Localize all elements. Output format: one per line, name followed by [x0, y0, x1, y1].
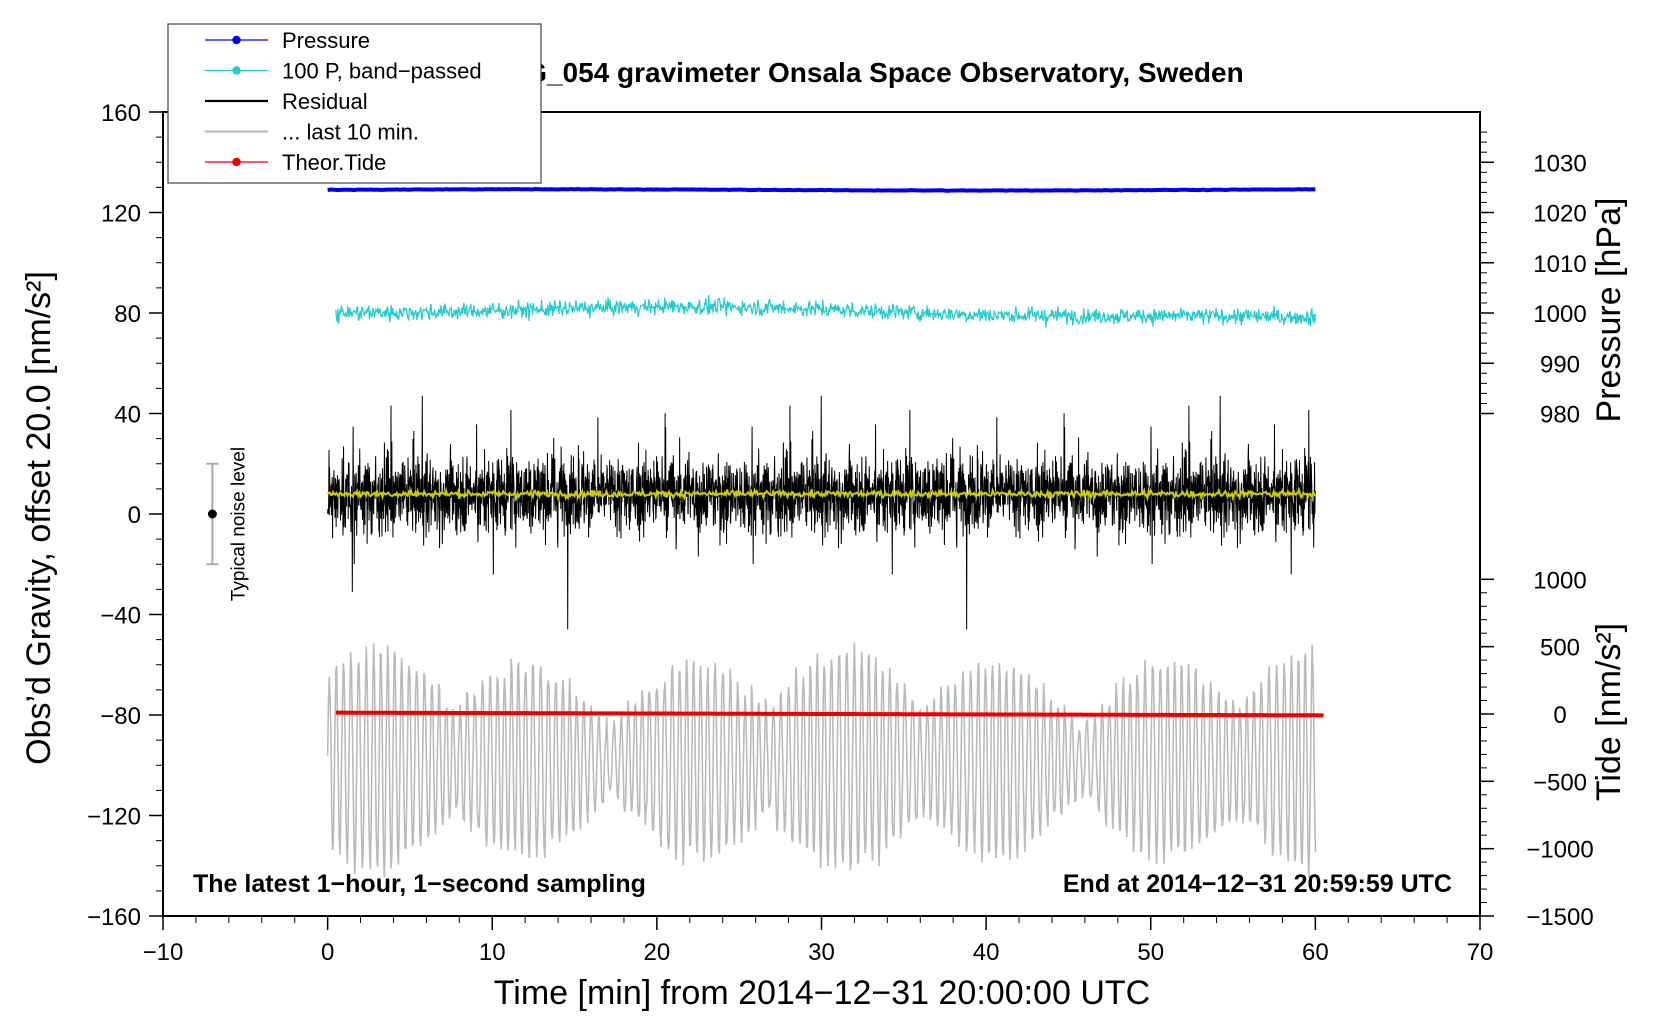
series-pressure	[327, 186, 1316, 193]
pressure-tick-label: 980	[1540, 402, 1580, 429]
pressure-axis: 1030 1020 1010 1000 990 980	[1480, 131, 1587, 429]
tide-tick-label: 500	[1540, 635, 1580, 662]
left-tick-label: 0	[128, 502, 141, 529]
series-smoothed-residual	[326, 486, 1316, 503]
tide-axis-title: Tide [nm/s²]	[1590, 623, 1628, 801]
legend-label: Pressure	[282, 28, 370, 53]
legend-label: 100 P, band−passed	[282, 59, 482, 84]
x-tick-label: 50	[1137, 939, 1164, 966]
data-traces	[326, 186, 1324, 878]
legend-box	[167, 23, 542, 184]
x-tick-label: 40	[973, 939, 1000, 966]
tide-axis: 1000 500 0 −500 −1000 −1500	[1480, 567, 1594, 931]
series-residual	[327, 395, 1316, 630]
series-theoretical-tide	[335, 710, 1324, 718]
left-tick-label: −40	[100, 603, 141, 630]
note-end-time: End at 2014−12−31 20:59:59 UTC	[1063, 870, 1452, 898]
x-axis-title: Time [min] from 2014−12−31 20:00:00 UTC	[494, 974, 1150, 1012]
chart-title: SCG_054 gravimeter Onsala Space Observat…	[486, 57, 1243, 88]
tide-tick-label: −1500	[1526, 904, 1593, 931]
legend-label: Residual	[282, 89, 368, 114]
x-tick-label: 20	[644, 939, 671, 966]
legend-marker	[232, 35, 241, 45]
left-tick-label: −80	[100, 703, 141, 730]
legend-marker	[232, 66, 241, 75]
x-tick-label: 0	[321, 939, 334, 966]
noise-label: Typical noise level	[228, 447, 249, 601]
x-tick-label: 60	[1302, 939, 1329, 966]
pressure-tick-label: 1030	[1533, 150, 1586, 177]
legend-marker	[232, 157, 241, 167]
series-band-passed-pressure	[335, 295, 1316, 328]
tide-tick-label: 0	[1553, 702, 1566, 729]
left-tick-label: 40	[114, 402, 141, 429]
left-tick-label: 160	[101, 100, 141, 127]
pressure-tick-label: 1000	[1533, 301, 1586, 328]
x-tick-label: 30	[808, 939, 835, 966]
left-tick-label: 120	[101, 201, 141, 228]
tide-tick-label: 1000	[1533, 567, 1586, 594]
x-tick-label: 70	[1467, 939, 1494, 966]
pressure-tick-label: 990	[1540, 351, 1580, 378]
pressure-axis-title: Pressure [hPa]	[1590, 198, 1628, 423]
left-tick-label: −160	[87, 904, 141, 931]
pressure-tick-label: 1010	[1533, 251, 1586, 278]
legend: Pressure 100 P, band−passed Residual ... la…	[167, 23, 542, 184]
left-tick-label: −120	[87, 804, 141, 831]
left-y-axis: 160 120 80 40 0 −40 −80 −120 −160	[87, 100, 163, 931]
series-last-10-min	[326, 642, 1317, 878]
note-sampling: The latest 1−hour, 1−second sampling	[193, 870, 646, 898]
noise-center-dot	[207, 509, 217, 519]
left-tick-label: 80	[114, 301, 141, 328]
tide-tick-label: −500	[1533, 769, 1587, 796]
x-tick-label: −10	[143, 939, 184, 966]
legend-label: Theor.Tide	[282, 150, 386, 175]
legend-label: ... last 10 min.	[282, 120, 419, 145]
x-tick-label: 10	[479, 939, 506, 966]
left-axis-title: Obs’d Gravity, offset 20.0 [nm/s²]	[20, 271, 58, 765]
pressure-tick-label: 1020	[1533, 201, 1586, 228]
x-axis: −10 0 10 20 30 40 50 60 70	[143, 916, 1494, 966]
noise-indicator: Typical noise level	[206, 447, 249, 601]
tide-tick-label: −1000	[1526, 837, 1593, 864]
